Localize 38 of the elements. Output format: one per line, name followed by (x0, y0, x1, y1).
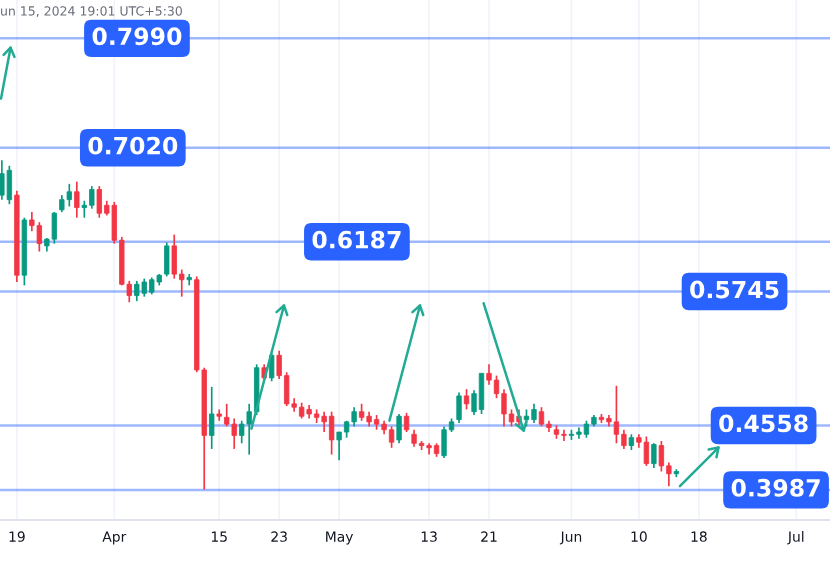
candlestick (6, 164, 13, 205)
candlestick (613, 384, 620, 445)
candlestick (96, 185, 102, 219)
candlestick (478, 372, 485, 415)
candlestick (51, 211, 57, 245)
candlestick (456, 391, 462, 424)
candlestick (441, 425, 447, 459)
candlestick (134, 280, 140, 303)
candlestick (621, 428, 627, 450)
candlestick (321, 410, 327, 433)
candlestick (486, 363, 492, 386)
candlestick (403, 412, 410, 433)
candlestick (538, 406, 545, 428)
ref-line-label: 0.6187 (312, 230, 401, 249)
candlestick (396, 413, 402, 445)
candlestick (328, 410, 335, 456)
ref-line-label: 0.7020 (88, 136, 178, 155)
candlestick (531, 402, 537, 424)
candlestick (463, 388, 470, 411)
candlestick (388, 425, 395, 449)
candlestick (141, 277, 147, 298)
candlestick (0, 159, 5, 201)
candlestick (74, 180, 80, 219)
candlestick (89, 185, 95, 210)
candlestick (209, 386, 215, 450)
ref-line-label: 0.7990 (92, 27, 182, 46)
candlestick (171, 233, 177, 280)
candlestick (561, 428, 567, 442)
candlestick (66, 183, 72, 208)
candlestick (426, 442, 432, 456)
ref-line-label: 0.4558 (719, 414, 808, 433)
candlestick (643, 435, 650, 467)
candlestick (651, 442, 657, 469)
ref-line-label: 0.3987 (731, 478, 820, 497)
candlestick (164, 241, 170, 278)
candlestick (658, 440, 665, 473)
ref-line-label: 0.5745 (690, 280, 779, 299)
candlestick (351, 406, 357, 428)
